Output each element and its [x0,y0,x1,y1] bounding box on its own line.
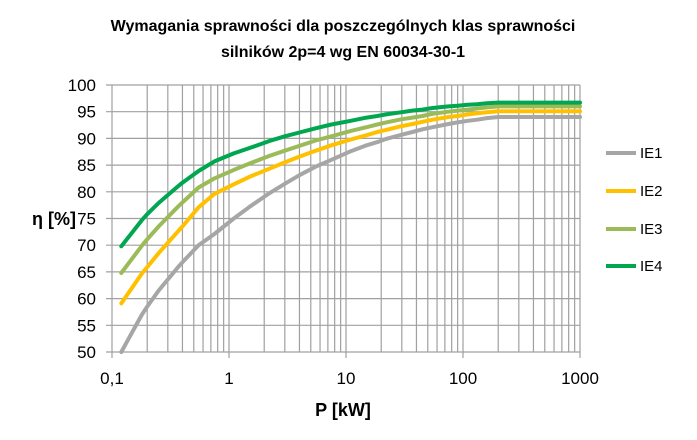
y-axis-label: η [%] [32,209,76,229]
legend-label: IE2 [640,183,663,200]
legend-item-ie1: IE1 [606,145,663,162]
legend: IE1 IE2 IE3 IE4 [606,145,663,275]
series-line-ie1 [119,115,582,354]
y-tick-label: 50 [77,343,96,362]
y-tick-label: 90 [77,129,96,148]
y-tick-label: 75 [77,210,96,229]
legend-label: IE4 [640,258,663,275]
legend-item-ie2: IE2 [606,183,663,200]
x-axis-label: P [kW] [315,400,371,420]
legend-item-ie4: IE4 [606,258,663,275]
y-axis-ticks: 50 55 60 65 70 75 80 85 90 95 100 [68,76,96,362]
series-line-ie3 [119,104,582,275]
legend-label: IE1 [640,145,663,162]
y-tick-label: 100 [68,76,96,95]
x-tick-label: 1 [224,369,233,388]
series-line-ie4 [119,100,582,249]
series-lines [119,100,582,354]
y-tick-label: 80 [77,183,96,202]
y-tick-label: 95 [77,103,96,122]
legend-item-ie3: IE3 [606,221,663,238]
grid [106,84,581,358]
legend-label: IE3 [640,221,663,238]
y-tick-label: 55 [77,316,96,335]
y-tick-label: 60 [77,290,96,309]
x-tick-label: 10 [337,369,356,388]
y-tick-label: 65 [77,263,96,282]
series-line-ie2 [119,109,582,306]
x-axis-ticks: 0,1 1 10 100 1000 [100,369,599,388]
x-tick-label: 1000 [561,369,599,388]
chart-title-line-1: Wymagania sprawności dla poszczególnych … [111,18,576,35]
y-tick-label: 85 [77,156,96,175]
y-tick-label: 70 [77,236,96,255]
x-tick-label: 0,1 [100,369,124,388]
x-tick-label: 100 [449,369,477,388]
chart-title-line-2: silników 2p=4 wg EN 60034-30-1 [221,44,465,61]
